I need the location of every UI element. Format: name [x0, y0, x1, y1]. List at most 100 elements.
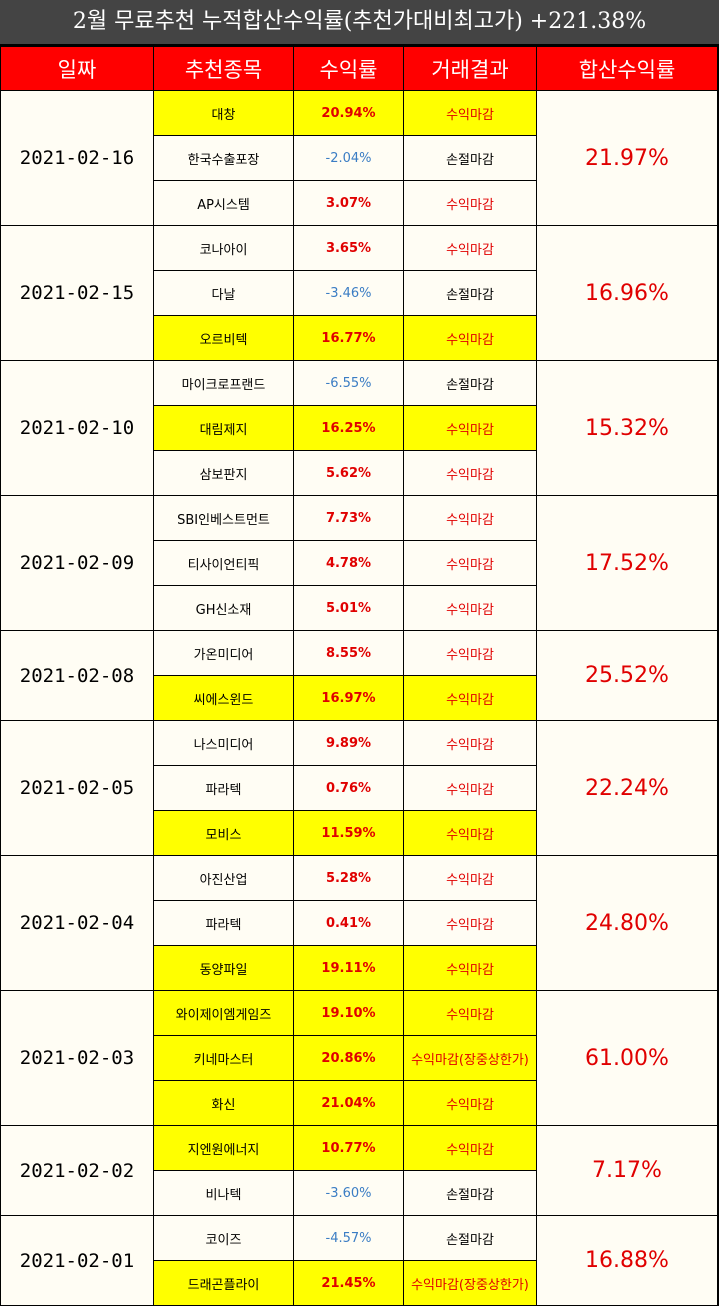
stock-name-cell: 키네마스터 [153, 1035, 294, 1081]
table-row: 드래곤플라이 21.45% 수익마감(장중상한가) [1, 1260, 718, 1306]
table-row: 2021-02-05 나스미디어 9.89% 수익마감 22.24% [0, 720, 718, 856]
trade-result-cell: 수익마감 [403, 900, 537, 946]
return-rate-cell: 20.94% [293, 90, 404, 136]
table-row: 2021-02-04 아진산업 5.28% 수익마감 24.80% [0, 855, 718, 991]
stock-name-cell: 대창 [153, 90, 294, 136]
trade-result-cell: 수익마감(장중상한가) [403, 1035, 537, 1081]
return-rate-cell: 5.01% [293, 585, 404, 631]
stock-name-cell: 씨에스윈드 [153, 675, 294, 721]
table-row: 비나텍 -3.60% 손절마감 [1, 1170, 718, 1216]
trade-result-cell: 손절마감 [403, 1170, 537, 1216]
date-cell: 2021-02-16 [0, 90, 154, 226]
table-row: AP시스템 3.07% 수익마감 [1, 180, 718, 226]
return-rate-cell: 21.45% [293, 1260, 404, 1306]
table-row: 티사이언티픽 4.78% 수익마감 [1, 540, 718, 586]
return-rate-cell: 3.65% [293, 225, 404, 271]
date-cell: 2021-02-08 [0, 630, 154, 721]
stock-name-cell: 동양파일 [153, 945, 294, 991]
table-row: 2021-02-10 마이크로프랜드 -6.55% 손절마감 15.32% [0, 360, 718, 496]
trade-result-cell: 수익마감 [403, 1125, 537, 1171]
return-rate-cell: 16.77% [293, 315, 404, 361]
table-row: 2021-02-16 대창 20.94% 수익마감 21.97% [0, 90, 718, 226]
stock-name-cell: 대림제지 [153, 405, 294, 451]
trade-result-cell: 수익마감 [403, 765, 537, 811]
trade-result-cell: 수익마감 [403, 810, 537, 856]
date-cell: 2021-02-04 [0, 855, 154, 991]
total-return-cell: 22.24% [536, 720, 718, 856]
stock-name-cell: 모비스 [153, 810, 294, 856]
table-row: 모비스 11.59% 수익마감 [1, 810, 718, 856]
total-return-cell: 16.88% [536, 1215, 718, 1306]
table-row: 2021-02-03 와이제이엠게임즈 19.10% 수익마감 61.00% [0, 990, 718, 1126]
stock-name-cell: 한국수출포장 [153, 135, 294, 181]
table-row: 키네마스터 20.86% 수익마감(장중상한가) [1, 1035, 718, 1081]
table-row: 씨에스윈드 16.97% 수익마감 [1, 675, 718, 721]
trade-result-cell: 수익마감 [403, 855, 537, 901]
header-total: 합산수익률 [536, 46, 718, 91]
stock-name-cell: 파라텍 [153, 900, 294, 946]
date-cell: 2021-02-10 [0, 360, 154, 496]
stock-name-cell: 파라텍 [153, 765, 294, 811]
total-return-cell: 61.00% [536, 990, 718, 1126]
return-rate-cell: 20.86% [293, 1035, 404, 1081]
page-title: 2월 무료추천 누적합산수익률(추천가대비최고가) +221.38% [0, 0, 719, 44]
trade-result-cell: 수익마감 [403, 405, 537, 451]
trade-result-cell: 수익마감 [403, 540, 537, 586]
total-return-cell: 16.96% [536, 225, 718, 361]
return-rate-cell: -4.57% [293, 1215, 404, 1261]
trade-result-cell: 수익마감 [403, 675, 537, 721]
stock-name-cell: 티사이언티픽 [153, 540, 294, 586]
date-cell: 2021-02-03 [0, 990, 154, 1126]
return-rate-cell: 8.55% [293, 630, 404, 676]
header-rate: 수익률 [293, 46, 404, 91]
stock-name-cell: AP시스템 [153, 180, 294, 226]
return-rate-cell: 7.73% [293, 495, 404, 541]
total-return-cell: 17.52% [536, 495, 718, 631]
table-row: 한국수출포장 -2.04% 손절마감 [1, 135, 718, 181]
stock-name-cell: 비나텍 [153, 1170, 294, 1216]
trade-result-cell: 수익마감 [403, 630, 537, 676]
return-rate-cell: 0.76% [293, 765, 404, 811]
return-rate-cell: 5.28% [293, 855, 404, 901]
table-row: 2021-02-02 지엔원에너지 10.77% 수익마감 7.17% [0, 1125, 718, 1216]
header-stock: 추천종목 [153, 46, 294, 91]
stock-name-cell: 와이제이엠게임즈 [153, 990, 294, 1036]
date-cell: 2021-02-01 [0, 1215, 154, 1306]
header-date: 일짜 [0, 46, 154, 91]
trade-result-cell: 수익마감 [403, 450, 537, 496]
table-row: 대림제지 16.25% 수익마감 [1, 405, 718, 451]
table-row: 동양파일 19.11% 수익마감 [1, 945, 718, 991]
return-rate-cell: 0.41% [293, 900, 404, 946]
stock-name-cell: 화신 [153, 1080, 294, 1126]
stock-name-cell: 드래곤플라이 [153, 1260, 294, 1306]
return-rate-cell: 11.59% [293, 810, 404, 856]
trade-result-cell: 수익마감 [403, 90, 537, 136]
stock-name-cell: 다날 [153, 270, 294, 316]
trade-result-cell: 손절마감 [403, 360, 537, 406]
stock-name-cell: 코나아이 [153, 225, 294, 271]
table-row: 2021-02-01 코이즈 -4.57% 손절마감 16.88% [0, 1215, 718, 1306]
trade-result-cell: 수익마감 [403, 990, 537, 1036]
total-return-cell: 21.97% [536, 90, 718, 226]
trade-result-cell: 손절마감 [403, 135, 537, 181]
return-rate-cell: -3.46% [293, 270, 404, 316]
trade-result-cell: 수익마감 [403, 945, 537, 991]
table-row: 오르비텍 16.77% 수익마감 [1, 315, 718, 361]
trade-result-cell: 수익마감(장중상한가) [403, 1260, 537, 1306]
return-rate-cell: 4.78% [293, 540, 404, 586]
trade-result-cell: 수익마감 [403, 720, 537, 766]
table-row: 다날 -3.46% 손절마감 [1, 270, 718, 316]
trade-result-cell: 수익마감 [403, 225, 537, 271]
table-row: 파라텍 0.41% 수익마감 [1, 900, 718, 946]
recommendation-table: 일짜 추천종목 수익률 거래결과 합산수익률 2021-02-16 대창 20.94… [0, 46, 718, 1306]
table-header-row: 일짜 추천종목 수익률 거래결과 합산수익률 [0, 46, 718, 91]
table-row: 2021-02-08 가온미디어 8.55% 수익마감 25.52% [0, 630, 718, 721]
return-rate-cell: 10.77% [293, 1125, 404, 1171]
stock-name-cell: 코이즈 [153, 1215, 294, 1261]
return-rate-cell: -2.04% [293, 135, 404, 181]
stock-name-cell: 나스미디어 [153, 720, 294, 766]
table-body: 2021-02-16 대창 20.94% 수익마감 21.97% 한국수출포장 -2.04%… [0, 90, 718, 1306]
date-cell: 2021-02-02 [0, 1125, 154, 1216]
return-rate-cell: 9.89% [293, 720, 404, 766]
stock-name-cell: 마이크로프랜드 [153, 360, 294, 406]
